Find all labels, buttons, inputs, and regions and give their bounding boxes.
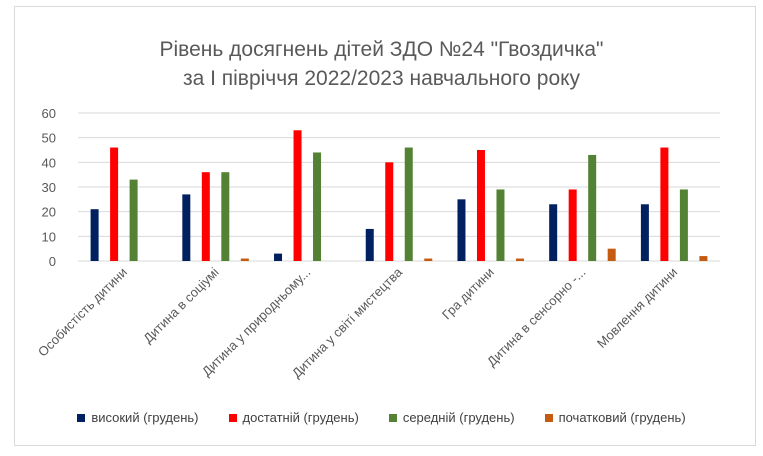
legend-item-high: високий (грудень)	[77, 410, 199, 425]
bar	[496, 189, 505, 261]
legend-swatch	[388, 413, 397, 422]
bar	[515, 258, 524, 261]
x-tick-label: Дитина в сенсорно -...	[484, 265, 589, 370]
bar	[293, 130, 302, 261]
y-tick-label: 60	[42, 106, 56, 121]
legend-item-medium: середній (грудень)	[388, 410, 515, 425]
legend-label: достатній (грудень)	[242, 410, 359, 425]
bar	[699, 256, 708, 261]
x-tick-label: Дитина в соціумі	[140, 264, 222, 346]
legend-swatch	[544, 413, 553, 422]
chart-subtitle: за І півріччя 2022/2023 навчального року	[182, 67, 581, 90]
bar	[404, 147, 413, 261]
bar	[424, 258, 433, 261]
bar	[182, 194, 191, 261]
bar	[476, 150, 485, 261]
y-tick-label: 30	[42, 180, 56, 195]
bar	[660, 147, 669, 261]
legend-swatch	[77, 413, 86, 422]
y-tick-label: 10	[42, 229, 56, 244]
legend-swatch	[228, 413, 237, 422]
legend-label: високий (грудень)	[91, 410, 199, 425]
chart-legend: високий (грудень) достатній (грудень) се…	[0, 410, 763, 425]
bar	[568, 189, 577, 261]
y-tick-label: 0	[49, 254, 56, 269]
bar	[129, 179, 138, 261]
x-tick-label: Особистість дитини	[35, 265, 130, 360]
legend-item-sufficient: достатній (грудень)	[228, 410, 359, 425]
bar	[679, 189, 688, 261]
legend-label: початковий (грудень)	[558, 410, 686, 425]
bar	[274, 253, 283, 261]
legend-label: середній (грудень)	[402, 410, 515, 425]
bar	[588, 154, 597, 261]
y-tick-label: 50	[42, 131, 56, 146]
bar	[457, 199, 466, 261]
y-tick-label: 20	[42, 205, 56, 220]
legend-item-initial: початковий (грудень)	[544, 410, 686, 425]
bar	[313, 152, 322, 261]
bar	[607, 248, 616, 261]
bar	[365, 228, 374, 261]
bar	[221, 172, 230, 261]
bar	[201, 172, 210, 261]
chart-frame	[14, 6, 756, 446]
x-tick-label: Мовлення дитини	[594, 265, 680, 351]
bar	[110, 147, 119, 261]
bar	[385, 162, 394, 261]
chart-title: Рівень досягнень дітей ЗДО №24 "Гвоздичк…	[159, 38, 604, 61]
bar	[549, 204, 558, 261]
x-tick-label: Гра дитини	[439, 265, 497, 323]
bar	[240, 258, 249, 261]
bar	[90, 209, 99, 261]
y-tick-label: 40	[42, 155, 56, 170]
bar	[640, 204, 649, 261]
